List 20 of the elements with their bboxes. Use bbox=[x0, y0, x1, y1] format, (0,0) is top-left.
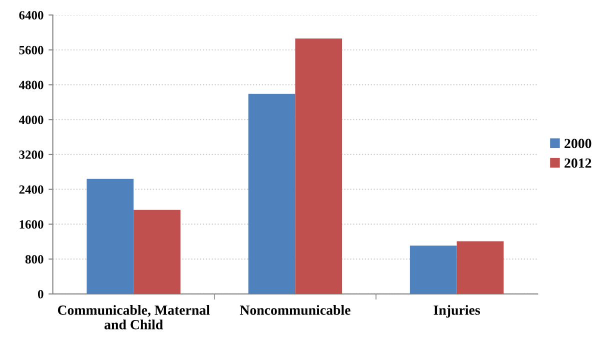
y-tick-label: 4800 bbox=[18, 80, 44, 90]
x-tick-label: Injuries bbox=[434, 305, 480, 318]
bar bbox=[456, 241, 504, 294]
bar bbox=[295, 38, 342, 294]
y-tick-label: 0 bbox=[38, 290, 44, 298]
x-tick-label: Noncommunicable bbox=[240, 305, 350, 315]
y-tick-label: 3200 bbox=[19, 150, 44, 159]
y-tick-label: 5600 bbox=[19, 46, 44, 54]
y-tick-label: 800 bbox=[25, 255, 44, 264]
bar bbox=[248, 94, 296, 294]
x-tick-label: Communicable, Maternal and Child bbox=[58, 305, 210, 330]
y-tick-label: 4000 bbox=[18, 116, 44, 124]
bar bbox=[86, 178, 134, 294]
bar bbox=[134, 210, 180, 294]
legend-label: 2012 bbox=[564, 158, 592, 168]
bar bbox=[410, 246, 457, 294]
y-tick-label: 6400 bbox=[19, 11, 44, 20]
y-tick-label: 2400 bbox=[19, 185, 44, 194]
y-tick-label: 1600 bbox=[20, 220, 44, 229]
legend-label: 2000 bbox=[564, 138, 592, 148]
